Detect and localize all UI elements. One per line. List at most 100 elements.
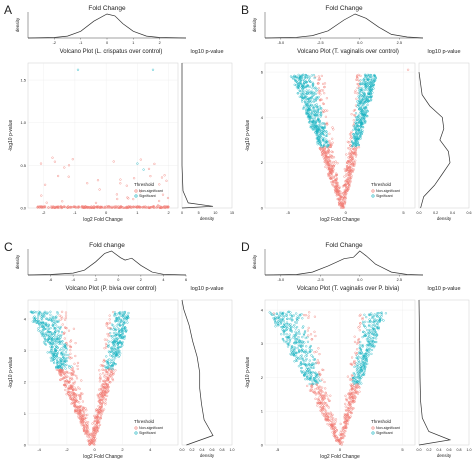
- volcano-point: [322, 149, 325, 153]
- volcano-point: [310, 103, 313, 107]
- volcano-point: [272, 312, 275, 315]
- volcano-point: [121, 206, 124, 209]
- volcano-point: [68, 376, 72, 379]
- volcano-point: [152, 205, 156, 208]
- volcano-point: [331, 420, 334, 424]
- volcano-point: [76, 364, 79, 368]
- volcano-xtick-label: 0: [105, 210, 108, 215]
- volcano-point: [355, 382, 358, 385]
- volcano-point: [65, 344, 68, 347]
- volcano-point: [132, 197, 135, 201]
- volcano-point: [45, 311, 48, 314]
- volcano-point: [361, 353, 365, 356]
- volcano-point: [149, 174, 152, 178]
- volcano-point: [362, 97, 365, 100]
- volcano-point: [56, 174, 60, 178]
- volcano-point: [119, 320, 123, 324]
- volcano-point: [315, 113, 318, 117]
- legend-title: Threshold: [134, 419, 155, 424]
- volcano-point: [357, 143, 361, 147]
- volcano-point: [351, 385, 354, 388]
- volcano-point: [40, 194, 43, 197]
- volcano-point: [331, 424, 335, 427]
- volcano-point: [269, 312, 273, 315]
- volcano-point: [321, 145, 324, 148]
- volcano-point: [352, 128, 355, 131]
- volcano-point: [99, 417, 103, 420]
- volcano-point: [349, 153, 352, 156]
- volcano-point: [77, 205, 80, 208]
- volcano-point: [302, 82, 306, 85]
- volcano-point: [49, 340, 53, 343]
- volcano-point: [360, 94, 363, 97]
- volcano-point: [317, 124, 320, 127]
- volcano-point: [118, 315, 121, 319]
- volcano-point: [54, 327, 57, 330]
- volcano-point: [78, 395, 82, 398]
- volcano-point: [374, 332, 377, 335]
- volcano-xtick-label: 0: [339, 447, 342, 452]
- volcano-point: [318, 129, 321, 132]
- volcano-point: [329, 169, 332, 173]
- volcano-point: [353, 398, 356, 401]
- volcano-point: [302, 334, 306, 337]
- volcano-point: [295, 359, 299, 362]
- volcano-point: [350, 362, 353, 366]
- volcano-point: [323, 394, 326, 397]
- volcano-point: [291, 345, 294, 348]
- volcano-point: [287, 336, 291, 339]
- volcano-point: [363, 92, 366, 95]
- volcano-point: [289, 337, 292, 340]
- volcano-point: [323, 85, 326, 89]
- volcano-point: [38, 312, 41, 315]
- volcano-point: [117, 342, 120, 345]
- volcano-point: [75, 411, 78, 414]
- volcano-point: [301, 91, 305, 94]
- volcano-ytick-label: 0.5: [20, 163, 26, 168]
- volcano-point: [69, 348, 72, 352]
- volcano-point: [344, 405, 347, 408]
- volcano-point: [316, 359, 319, 362]
- volcano-point: [47, 206, 50, 209]
- volcano-point: [326, 419, 330, 422]
- volcano-point: [347, 141, 350, 144]
- volcano-point: [349, 389, 352, 392]
- volcano-point: [97, 396, 100, 399]
- volcano-point: [294, 75, 298, 78]
- volcano-plot-area: [264, 62, 416, 209]
- volcano-point: [320, 89, 323, 92]
- volcano-xtick-label: -2: [42, 210, 46, 215]
- volcano-point: [306, 115, 310, 119]
- volcano-point: [84, 424, 87, 427]
- volcano-point: [320, 125, 323, 129]
- volcano-point: [123, 329, 126, 332]
- volcano-point: [36, 319, 39, 323]
- volcano-point: [355, 390, 358, 393]
- volcano-point: [312, 73, 315, 77]
- volcano-point: [71, 366, 74, 370]
- legend-swatch-non-significant: [371, 189, 375, 193]
- volcano-point: [303, 331, 307, 334]
- volcano-point: [109, 354, 112, 357]
- volcano-point: [96, 429, 99, 433]
- volcano-point: [105, 360, 108, 363]
- volcano-point: [315, 373, 318, 376]
- volcano-point: [358, 344, 362, 347]
- volcano-point: [55, 354, 58, 358]
- volcano-point: [368, 344, 371, 348]
- volcano-point: [163, 174, 166, 177]
- volcano-point: [287, 342, 290, 345]
- volcano-point: [348, 392, 351, 396]
- volcano-point: [274, 322, 277, 325]
- volcano-point: [77, 206, 80, 209]
- volcano-point: [97, 426, 100, 429]
- volcano-point: [326, 397, 330, 400]
- volcano-point: [367, 340, 370, 343]
- volcano-point: [297, 84, 300, 87]
- volcano-point: [39, 162, 43, 165]
- volcano-point: [113, 348, 116, 351]
- volcano-point: [368, 333, 371, 337]
- volcano-point: [46, 324, 49, 328]
- volcano-point: [309, 350, 312, 353]
- volcano-point: [300, 313, 303, 316]
